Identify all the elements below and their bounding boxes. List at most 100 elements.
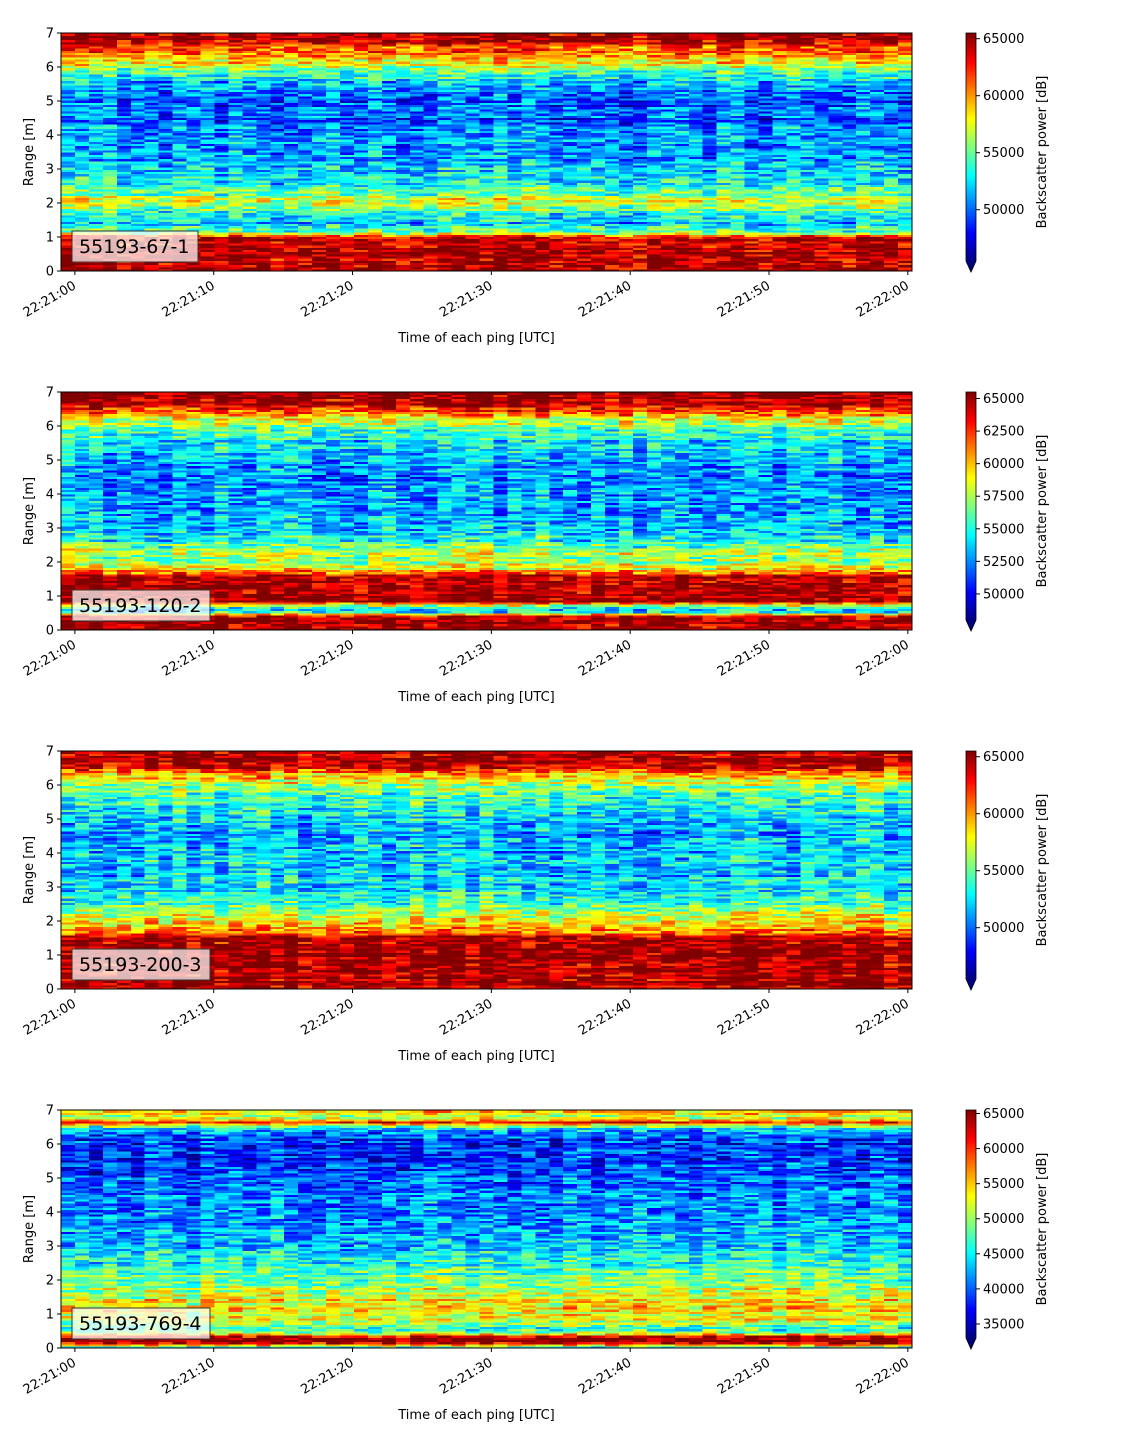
heatmap-cell: [409, 104, 425, 108]
heatmap-cell: [116, 141, 132, 144]
heatmap-cell: [116, 154, 132, 157]
heatmap-cell: [340, 39, 355, 43]
heatmap-cell: [256, 69, 271, 73]
heatmap-cell: [326, 87, 341, 90]
heatmap-cell: [130, 48, 146, 51]
heatmap-cell: [270, 149, 285, 153]
heatmap-cell: [367, 134, 383, 138]
heatmap-cell: [61, 37, 76, 41]
heatmap-cell: [465, 41, 481, 45]
heatmap-cell: [228, 115, 243, 118]
heatmap-cell: [186, 113, 202, 116]
heatmap-cell: [423, 108, 439, 112]
heatmap-cell: [200, 156, 216, 160]
heatmap-cell: [465, 119, 481, 123]
heatmap-cell: [242, 251, 257, 255]
heatmap-cell: [256, 203, 271, 207]
heatmap-cell: [284, 186, 299, 190]
heatmap-cell: [312, 126, 327, 129]
heatmap-cell: [367, 171, 383, 175]
heatmap-cell: [158, 132, 174, 136]
heatmap-cell: [214, 56, 230, 60]
heatmap-cell: [381, 93, 397, 97]
heatmap-cell: [437, 242, 453, 246]
heatmap-cell: [326, 201, 341, 205]
heatmap-cell: [284, 199, 299, 203]
heatmap-cell: [256, 188, 271, 192]
heatmap-cell: [395, 110, 411, 114]
heatmap-cell: [381, 253, 397, 257]
heatmap-cell: [409, 108, 425, 112]
heatmap-cell: [409, 214, 425, 218]
heatmap-cell: [395, 234, 411, 237]
heatmap-cell: [312, 50, 327, 54]
heatmap-cell: [228, 195, 243, 199]
heatmap-cell: [242, 50, 257, 54]
heatmap-cell: [186, 201, 202, 205]
heatmap-cell: [242, 223, 257, 227]
heatmap-cell: [465, 238, 481, 242]
heatmap-cell: [437, 76, 453, 80]
heatmap-cell: [144, 52, 160, 56]
heatmap-cell: [409, 58, 425, 62]
heatmap-cell: [353, 164, 369, 168]
heatmap-cell: [74, 87, 90, 90]
heatmap-cell: [437, 184, 453, 188]
heatmap-cell: [186, 121, 202, 125]
heatmap-cell: [228, 154, 243, 157]
heatmap-cell: [298, 100, 313, 103]
heatmap-cell: [116, 212, 132, 216]
heatmap-cell: [130, 206, 146, 209]
heatmap-cell: [298, 128, 313, 131]
heatmap-cell: [256, 82, 271, 86]
heatmap-cell: [479, 219, 495, 222]
heatmap-cell: [367, 251, 383, 255]
heatmap-cell: [353, 225, 369, 229]
heatmap-cell: [228, 139, 243, 142]
heatmap-cell: [395, 212, 411, 216]
heatmap-cell: [367, 249, 383, 253]
heatmap-cell: [228, 199, 243, 203]
heatmap-cell: [256, 123, 271, 127]
heatmap-cell: [353, 87, 369, 90]
heatmap-cell: [423, 173, 439, 177]
heatmap-cell: [409, 141, 425, 144]
heatmap-cell: [381, 139, 397, 142]
heatmap-cell: [284, 255, 299, 259]
heatmap-cell: [242, 143, 257, 147]
heatmap-cell: [256, 33, 271, 36]
heatmap-cell: [312, 119, 327, 123]
heatmap-cell: [451, 43, 467, 47]
heatmap-cell: [353, 253, 369, 257]
heatmap-cell: [270, 156, 285, 160]
heatmap-cell: [74, 268, 90, 272]
heatmap-cell: [465, 52, 481, 56]
heatmap-cell: [479, 158, 495, 162]
heatmap-cell: [74, 175, 90, 179]
heatmap-cell: [284, 37, 299, 41]
heatmap-cell: [326, 182, 341, 186]
heatmap-cell: [284, 61, 299, 64]
heatmap-cell: [423, 123, 439, 127]
heatmap-cell: [270, 126, 285, 129]
heatmap-cell: [102, 195, 118, 199]
heatmap-cell: [423, 169, 439, 173]
heatmap-cell: [284, 54, 299, 58]
heatmap-cell: [61, 238, 76, 242]
heatmap-cell: [61, 126, 76, 129]
heatmap-cell: [172, 201, 188, 205]
heatmap-cell: [144, 76, 160, 80]
heatmap-cell: [409, 223, 425, 227]
heatmap-cell: [451, 232, 467, 235]
heatmap-cell: [270, 115, 285, 118]
heatmap-cell: [130, 262, 146, 266]
heatmap-cell: [409, 225, 425, 229]
heatmap-cell: [367, 97, 383, 101]
heatmap-cell: [61, 223, 76, 227]
heatmap-cell: [298, 54, 313, 58]
heatmap-cell: [367, 253, 383, 257]
heatmap-cell: [395, 35, 411, 38]
heatmap-cell: [367, 258, 383, 261]
heatmap-cell: [437, 119, 453, 123]
heatmap-cell: [158, 67, 174, 71]
